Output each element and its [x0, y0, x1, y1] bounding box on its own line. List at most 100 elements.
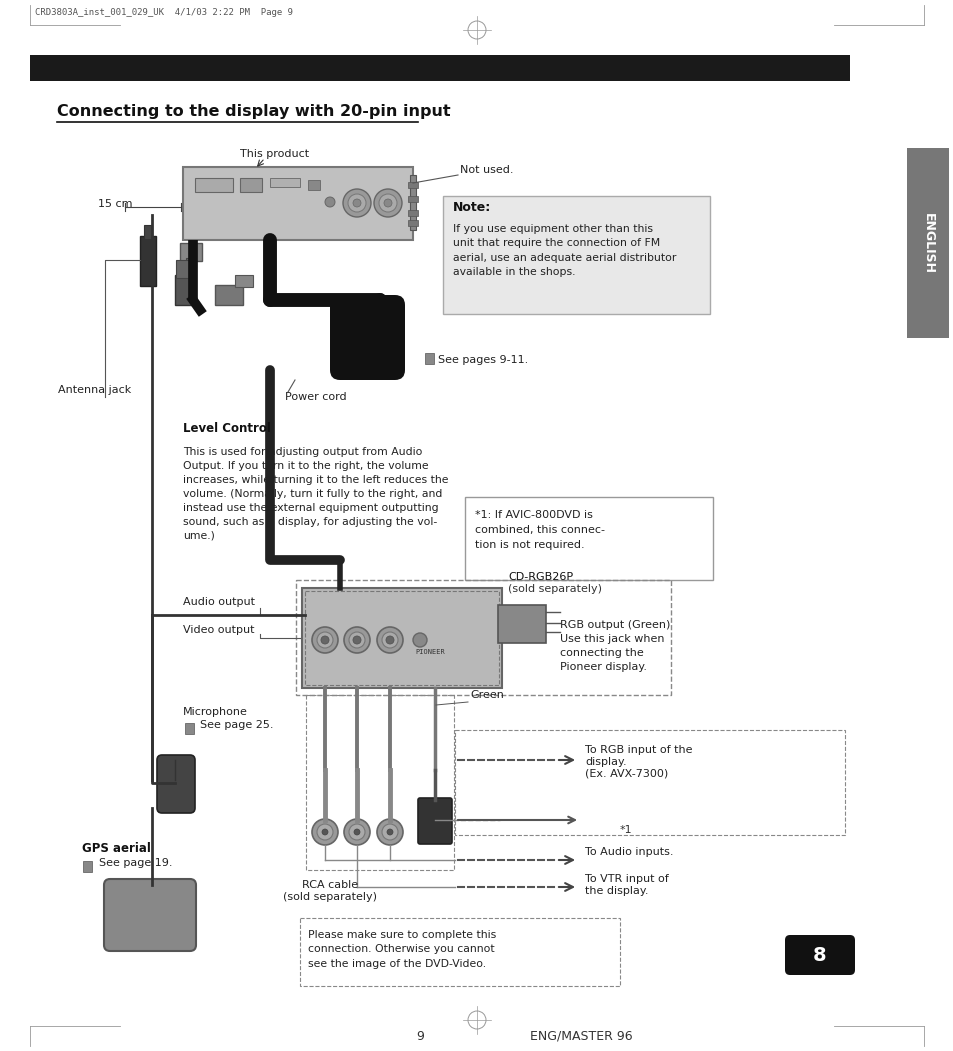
Text: the display.: the display.	[584, 886, 648, 897]
Circle shape	[353, 636, 360, 644]
Circle shape	[387, 829, 393, 834]
Bar	[408, 220, 417, 226]
Circle shape	[343, 189, 371, 217]
Text: Microphone: Microphone	[183, 707, 248, 717]
Circle shape	[376, 819, 402, 845]
Text: Please make sure to complete this
connection. Otherwise you cannot
see the image: Please make sure to complete this connec…	[308, 930, 496, 969]
Circle shape	[349, 632, 365, 648]
Bar	[183, 167, 413, 240]
Bar	[408, 210, 417, 217]
Text: See page 25.: See page 25.	[200, 720, 274, 730]
Text: display.: display.	[584, 757, 626, 767]
Bar	[270, 178, 299, 187]
Bar	[83, 861, 91, 872]
Text: 15 cm: 15 cm	[98, 199, 132, 209]
Text: 8: 8	[812, 947, 826, 966]
Text: (sold separately): (sold separately)	[507, 584, 601, 594]
Text: This product: This product	[240, 149, 309, 159]
Text: CRD3803A_inst_001_029_UK  4/1/03 2:22 PM  Page 9: CRD3803A_inst_001_029_UK 4/1/03 2:22 PM …	[35, 8, 293, 17]
Text: ENGLISH: ENGLISH	[921, 212, 934, 273]
Text: If you use equipment other than this
unit that require the connection of FM
aeri: If you use equipment other than this uni…	[453, 224, 676, 277]
Circle shape	[344, 627, 370, 653]
Bar	[299, 918, 619, 986]
Circle shape	[348, 194, 366, 212]
Bar	[180, 243, 202, 261]
Circle shape	[316, 824, 333, 840]
Text: *1: *1	[619, 825, 632, 834]
Circle shape	[384, 199, 392, 207]
Bar	[442, 195, 709, 314]
Bar	[140, 236, 156, 286]
Bar	[497, 605, 545, 643]
Circle shape	[374, 189, 401, 217]
Bar	[194, 178, 233, 192]
Text: Video output: Video output	[183, 625, 254, 635]
Bar	[408, 182, 417, 188]
Text: *1: If AVIC-800DVD is
combined, this connec-
tion is not required.: *1: If AVIC-800DVD is combined, this con…	[475, 510, 604, 550]
Circle shape	[413, 633, 427, 647]
FancyBboxPatch shape	[157, 755, 194, 813]
Text: 9: 9	[416, 1030, 423, 1043]
Bar	[175, 260, 190, 279]
Text: Note:: Note:	[453, 201, 491, 214]
Circle shape	[381, 632, 397, 648]
Text: ENG/MASTER 96: ENG/MASTER 96	[530, 1030, 632, 1043]
Circle shape	[354, 829, 359, 834]
FancyBboxPatch shape	[330, 295, 405, 380]
Text: To RGB input of the: To RGB input of the	[584, 745, 692, 755]
Bar	[174, 275, 193, 305]
Text: See page 19.: See page 19.	[99, 858, 172, 868]
Text: CD-RGB26P: CD-RGB26P	[507, 572, 573, 582]
Text: Not used.: Not used.	[459, 165, 513, 176]
Bar	[464, 497, 712, 580]
Bar	[306, 695, 454, 870]
Text: See pages 9-11.: See pages 9-11.	[437, 355, 528, 365]
Bar	[295, 580, 670, 695]
Circle shape	[322, 829, 328, 834]
Circle shape	[320, 636, 329, 644]
Bar	[906, 148, 948, 338]
Circle shape	[378, 194, 396, 212]
Bar	[240, 178, 262, 192]
Text: RGB output (Green)
Use this jack when
connecting the
Pioneer display.: RGB output (Green) Use this jack when co…	[559, 620, 670, 672]
Bar	[308, 180, 319, 190]
Circle shape	[381, 824, 397, 840]
Bar	[410, 176, 416, 230]
Text: Antenna jack: Antenna jack	[58, 385, 132, 395]
Circle shape	[353, 199, 360, 207]
FancyBboxPatch shape	[784, 935, 854, 975]
Text: GPS aerial: GPS aerial	[82, 842, 151, 856]
Text: Power cord: Power cord	[285, 392, 346, 401]
Circle shape	[349, 824, 365, 840]
Bar	[186, 257, 195, 268]
Circle shape	[316, 632, 333, 648]
Bar	[455, 730, 844, 834]
Bar	[302, 588, 501, 688]
Bar	[424, 353, 434, 364]
Text: This is used for adjusting output from Audio
Output. If you turn it to the right: This is used for adjusting output from A…	[183, 447, 448, 541]
Text: To VTR input of: To VTR input of	[584, 874, 668, 884]
Bar	[214, 285, 243, 305]
Circle shape	[344, 819, 370, 845]
Text: To Audio inputs.: To Audio inputs.	[584, 847, 673, 857]
FancyBboxPatch shape	[417, 798, 452, 844]
Circle shape	[312, 819, 337, 845]
Circle shape	[325, 197, 335, 207]
Bar	[30, 55, 849, 81]
Text: Green: Green	[470, 691, 503, 700]
Circle shape	[386, 636, 394, 644]
Text: RCA cable: RCA cable	[301, 880, 357, 890]
Circle shape	[376, 627, 402, 653]
Bar	[234, 275, 253, 287]
FancyBboxPatch shape	[104, 879, 195, 951]
Bar	[305, 591, 498, 685]
Text: PIONEER: PIONEER	[415, 650, 444, 655]
Text: (sold separately): (sold separately)	[283, 892, 376, 902]
Bar	[144, 225, 152, 239]
Text: Connecting to the display with 20-pin input: Connecting to the display with 20-pin in…	[57, 104, 450, 119]
Text: Audio output: Audio output	[183, 597, 254, 607]
Bar	[408, 195, 417, 202]
Bar	[185, 723, 193, 734]
Circle shape	[312, 627, 337, 653]
Text: (Ex. AVX-7300): (Ex. AVX-7300)	[584, 769, 667, 779]
